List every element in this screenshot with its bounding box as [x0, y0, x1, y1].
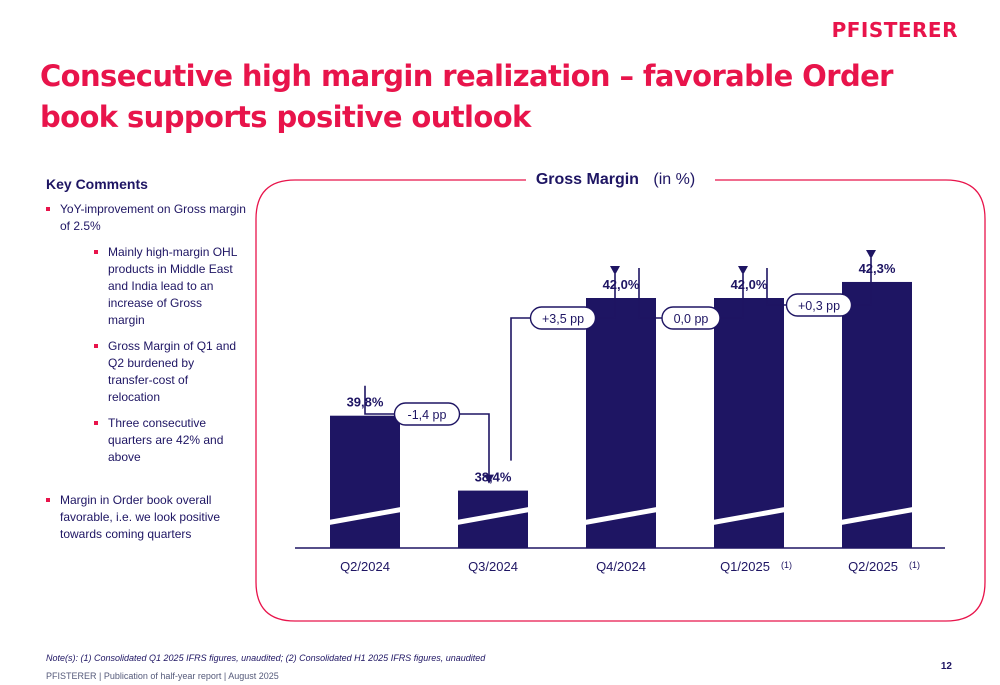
comment-sub-item: Mainly high-margin OHL products in Middl… [94, 244, 238, 329]
change-arrowhead [610, 266, 620, 275]
value-label: 42,0% [731, 277, 768, 292]
category-label: Q2/2024 [340, 559, 390, 574]
category-label: Q2/2025 [848, 559, 898, 574]
gross-margin-chart: 39,8% Q2/2024 38,4% Q3/2024 42,0% Q4/2024 42,0… [255, 160, 986, 622]
category-label: Q1/2025 [720, 559, 770, 574]
chart-canvas: 39,8%Q2/202438,4%Q3/202442,0%Q4/202442,0… [255, 179, 986, 622]
value-label: 42,0% [603, 277, 640, 292]
chart-title-text: Gross Margin [535, 171, 639, 188]
comment-item: YoY-improvement on Gross margin of 2.5% [46, 201, 246, 235]
comment-item: Margin in Order book overall favorable, … [46, 492, 246, 543]
change-arrowhead [866, 249, 876, 259]
key-comments-heading: Key Comments [46, 176, 148, 192]
footer: PFISTERER | Publication of half-year rep… [46, 671, 279, 681]
chart-frame-border [255, 179, 986, 622]
pfisterer-logo: PFISTERER [831, 18, 958, 42]
change-arrowhead [484, 474, 494, 484]
value-label: 42,3% [859, 261, 896, 276]
axis-break-mark [581, 506, 661, 526]
axis-break-mark [453, 506, 533, 526]
chart-title-unit: (in %) [643, 171, 706, 188]
page-title: Consecutive high margin realization – fa… [40, 59, 893, 134]
page-number: 12 [940, 661, 952, 672]
change-label: 0,0 pp [674, 312, 709, 326]
comment-sub-item: Three consecutive quarters are 42% and a… [94, 415, 238, 466]
change-label: +3,5 pp [542, 312, 584, 326]
change-pill [661, 306, 721, 330]
axis-break-mark [837, 506, 917, 526]
change-pill [785, 293, 853, 317]
comment-sub-item: Gross Margin of Q1 and Q2 burdened by tr… [94, 338, 238, 406]
change-arrowhead [738, 266, 748, 275]
bar-Q2/2024 [330, 415, 400, 548]
change-pill [393, 402, 461, 426]
key-comments: Key Comments YoY-improvement on Gross ma… [46, 176, 246, 552]
bar-Q4/2024 [586, 298, 656, 548]
change-label: -1,4 pp [408, 408, 447, 422]
category-footnote: (1) [781, 560, 792, 570]
axis-break-mark [325, 506, 405, 526]
bar-Q2/2025 [842, 281, 912, 548]
key-comments-list: YoY-improvement on Gross margin of 2.5% … [46, 201, 246, 543]
category-footnote: (1) [909, 560, 920, 570]
category-label: Q4/2024 [596, 559, 646, 574]
chart-title: Gross Margin (in %) [255, 171, 986, 189]
category-label: Q3/2024 [468, 559, 518, 574]
footnote: Note(s): (1) Consolidated Q1 2025 IFRS f… [46, 653, 486, 663]
axis-break-mark [709, 506, 789, 526]
value-label: 38,4% [475, 470, 512, 485]
change-pill [529, 306, 597, 330]
bar-Q1/2025 [714, 298, 784, 548]
change-label: +0,3 pp [798, 299, 840, 313]
